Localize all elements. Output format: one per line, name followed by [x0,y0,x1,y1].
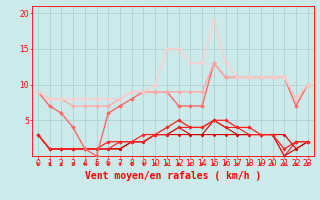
X-axis label: Vent moyen/en rafales ( km/h ): Vent moyen/en rafales ( km/h ) [85,171,261,181]
